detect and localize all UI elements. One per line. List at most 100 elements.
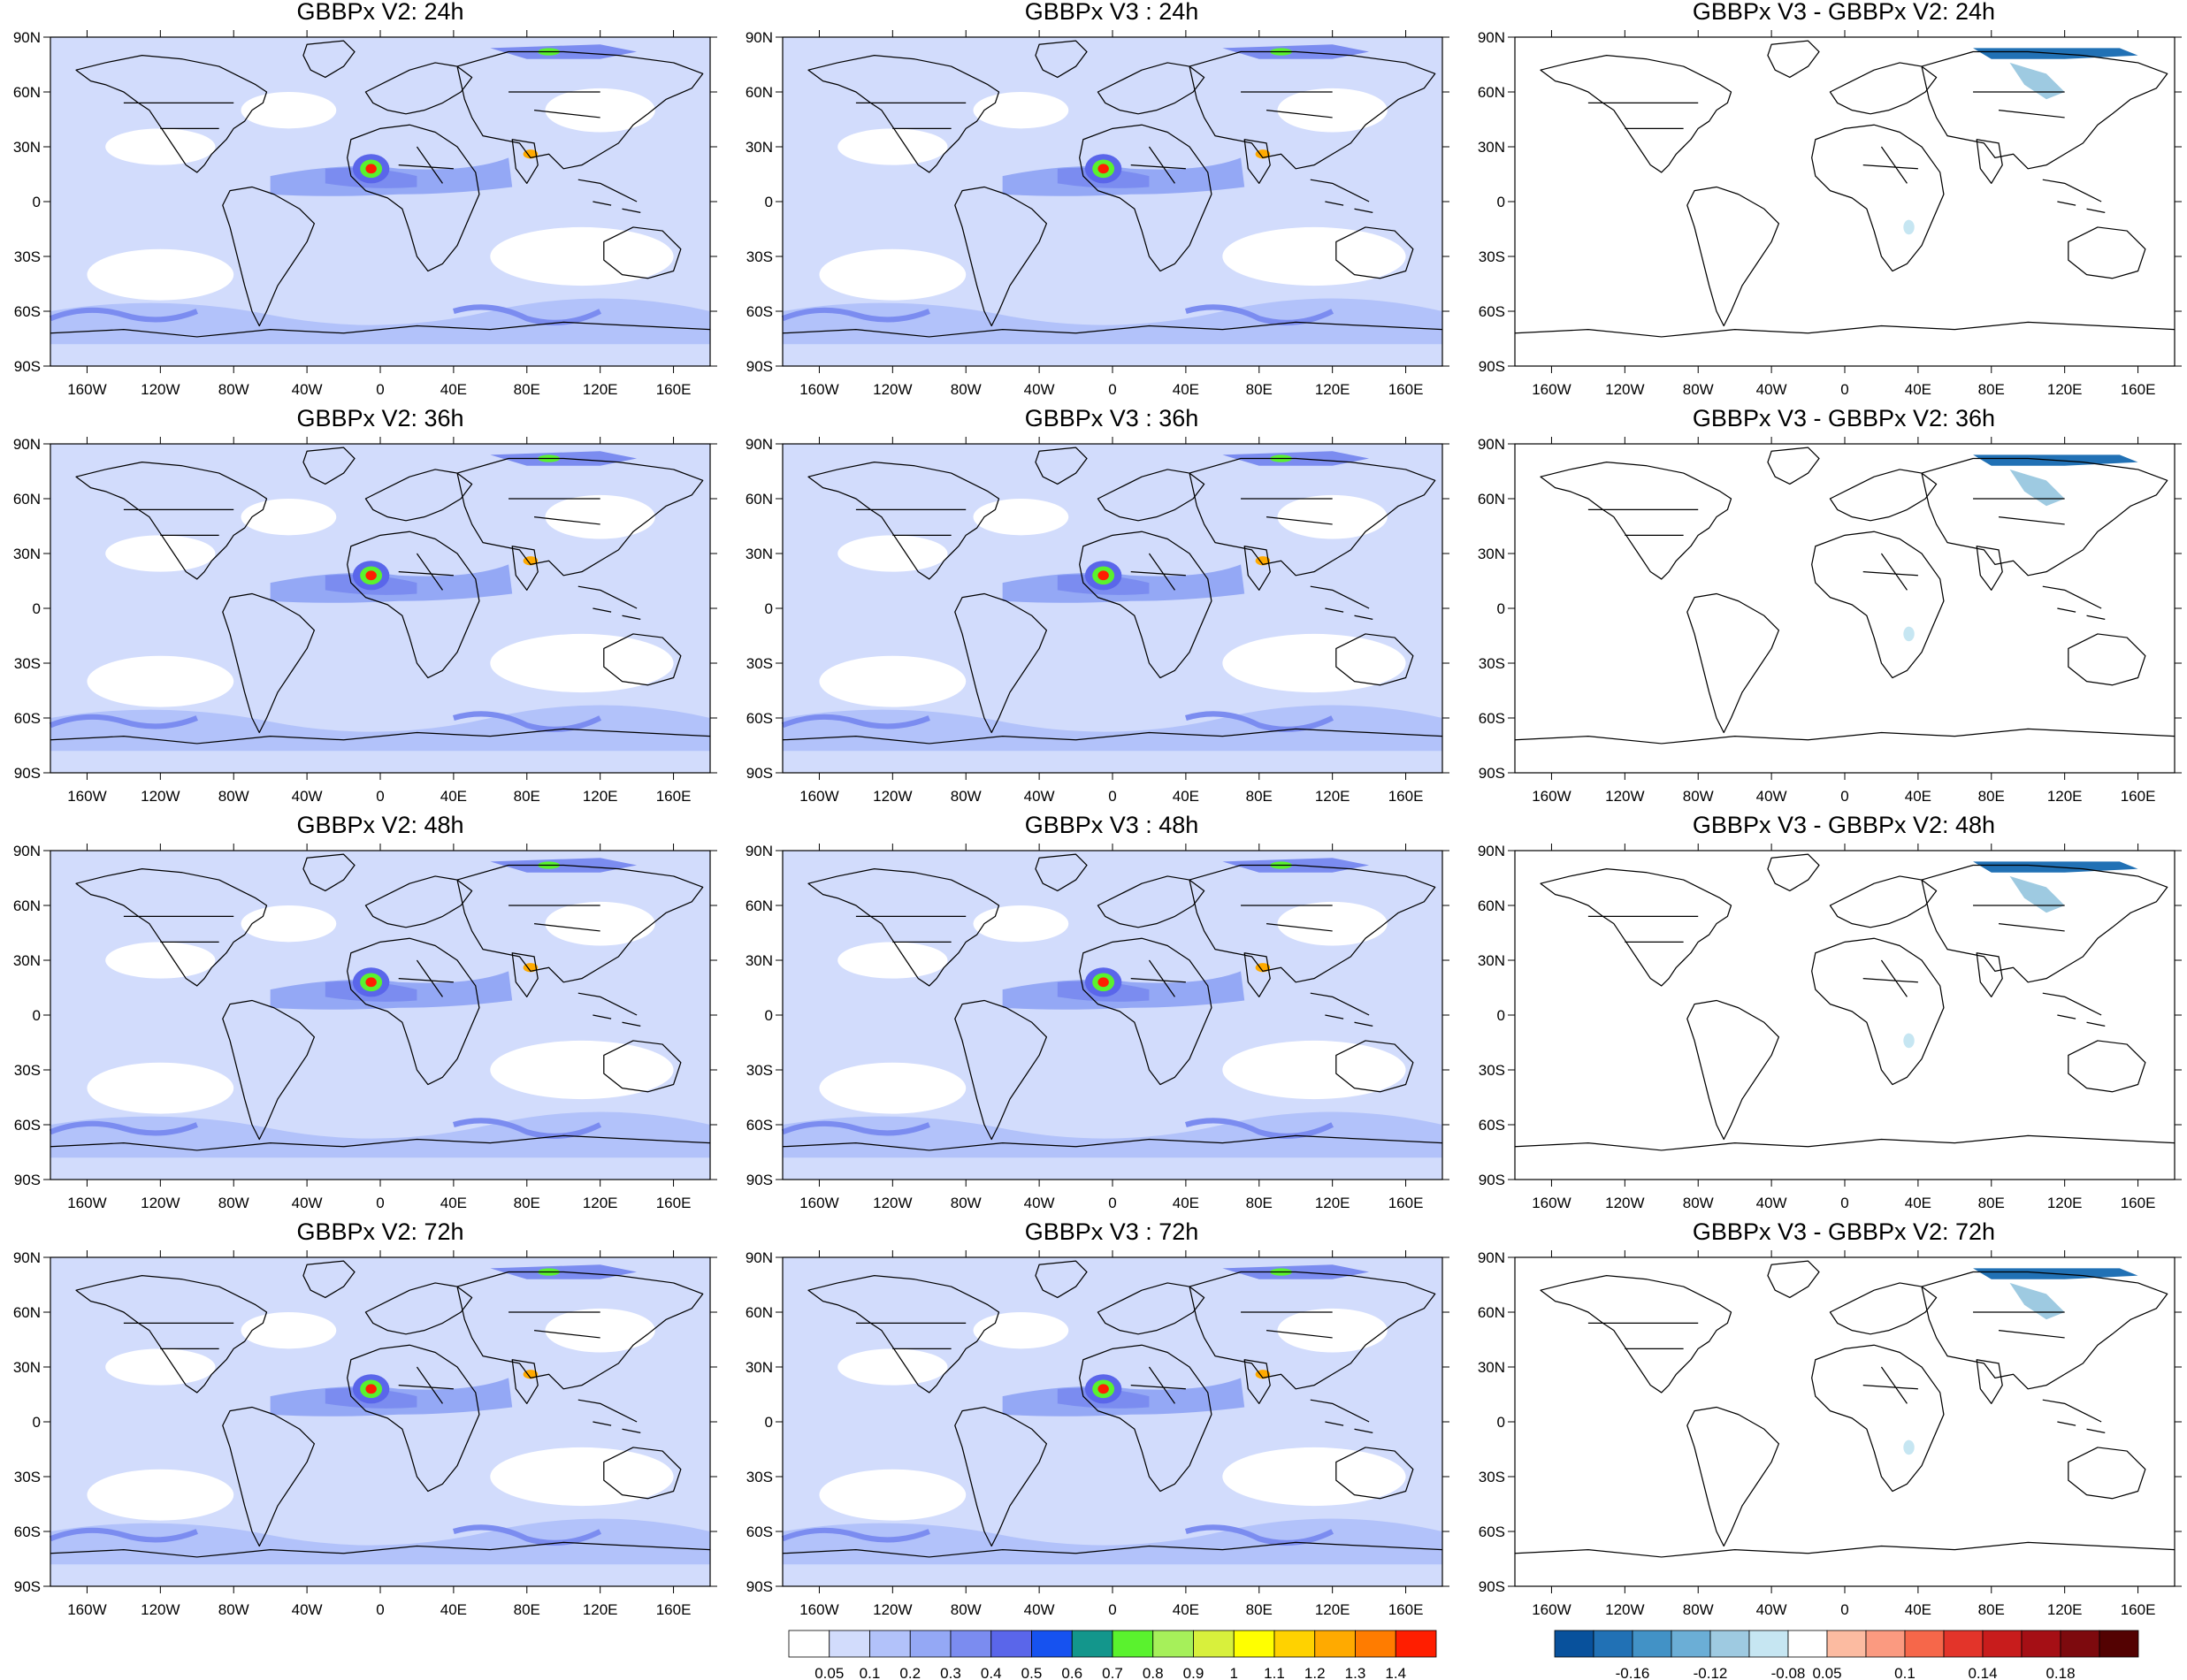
map-panel: 90N 60N 30N 0 30S 60S 90S 160W 120W 80W 40W 0 40E 80E… bbox=[13, 436, 717, 805]
lon-tick-label: 120E bbox=[1315, 1195, 1350, 1211]
map-panel: 90N 60N 30N 0 30S 60S 90S 160W 120W 80W 40W 0 40E 80E… bbox=[746, 29, 1449, 398]
panel-title: GBBPx V3 - GBBPx V2: 48h bbox=[1693, 812, 1995, 838]
lat-tick-label: 60S bbox=[14, 1523, 41, 1540]
lon-tick-label: 120W bbox=[1605, 788, 1644, 805]
lon-tick-label: 160E bbox=[656, 1195, 692, 1211]
lon-tick-label: 120E bbox=[1315, 381, 1350, 398]
lat-tick-label: 60N bbox=[13, 491, 41, 508]
lon-tick-label: 120E bbox=[583, 788, 618, 805]
lon-tick-label: 160E bbox=[1388, 1601, 1424, 1618]
colorbar-label: 0.9 bbox=[1183, 1665, 1204, 1680]
lat-tick-label: 90S bbox=[14, 1172, 41, 1188]
colorbar-swatch bbox=[1593, 1630, 1633, 1658]
lat-tick-label: 30S bbox=[1479, 1062, 1505, 1079]
map-field bbox=[50, 851, 710, 1180]
lon-tick-label: 120E bbox=[2047, 1601, 2083, 1618]
lat-tick-label: 0 bbox=[33, 1414, 41, 1431]
lon-tick-label: 80E bbox=[1978, 381, 2005, 398]
lon-tick-label: 120E bbox=[583, 1195, 618, 1211]
lat-tick-label: 30S bbox=[746, 1469, 773, 1485]
lat-tick-label: 90S bbox=[746, 765, 773, 782]
colorbar-label: -0.12 bbox=[1694, 1665, 1728, 1680]
colorbar-label: 0.05 bbox=[1812, 1665, 1841, 1680]
lat-tick-label: 90S bbox=[746, 1578, 773, 1595]
lat-tick-label: 60S bbox=[1479, 1117, 1505, 1134]
panel-title: GBBPx V3 - GBBPx V2: 36h bbox=[1693, 405, 1995, 431]
lon-tick-label: 160W bbox=[67, 1601, 106, 1618]
lon-tick-label: 40W bbox=[292, 381, 323, 398]
lon-tick-label: 40E bbox=[1905, 1195, 1931, 1211]
lat-tick-label: 90S bbox=[746, 1172, 773, 1188]
map-field bbox=[1514, 851, 2176, 1180]
lat-tick-label: 90S bbox=[14, 358, 41, 375]
lon-tick-label: 160E bbox=[1388, 381, 1424, 398]
colorbar-label: 1.1 bbox=[1264, 1665, 1285, 1680]
lon-tick-label: 120W bbox=[873, 1601, 912, 1618]
map-field bbox=[1514, 444, 2176, 773]
map-panel: 90N 60N 30N 0 30S 60S 90S 160W 120W 80W 40W 0 40E 80E… bbox=[13, 843, 717, 1211]
lon-tick-label: 160E bbox=[656, 788, 692, 805]
lat-tick-label: 60S bbox=[1479, 303, 1505, 320]
lon-tick-label: 80W bbox=[218, 381, 249, 398]
lon-tick-label: 80W bbox=[1683, 1195, 1714, 1211]
lat-tick-label: 30N bbox=[746, 546, 773, 562]
lon-tick-label: 40E bbox=[1173, 1601, 1199, 1618]
lat-tick-label: 30S bbox=[14, 248, 41, 265]
colorbar-label: 1.2 bbox=[1304, 1665, 1326, 1680]
colorbar-swatch bbox=[1632, 1630, 1672, 1658]
lat-tick-label: 30S bbox=[1479, 248, 1505, 265]
panel-title: GBBPx V3 : 24h bbox=[1025, 0, 1199, 25]
lon-tick-label: 40E bbox=[1905, 381, 1931, 398]
lon-tick-label: 80W bbox=[951, 788, 982, 805]
lon-tick-label: 160E bbox=[2121, 788, 2156, 805]
lon-tick-label: 80W bbox=[951, 381, 982, 398]
colorbar-swatch bbox=[1112, 1630, 1154, 1658]
lon-tick-label: 80W bbox=[951, 1195, 982, 1211]
colorbar-swatch bbox=[788, 1630, 830, 1658]
lon-tick-label: 0 bbox=[1108, 381, 1116, 398]
lat-tick-label: 60N bbox=[13, 897, 41, 914]
colorbar-label: 0.3 bbox=[940, 1665, 961, 1680]
lon-tick-label: 80E bbox=[514, 1601, 540, 1618]
lat-tick-label: 60N bbox=[13, 1304, 41, 1321]
panel-title: GBBPx V2: 24h bbox=[296, 0, 463, 25]
lat-tick-label: 60S bbox=[1479, 1523, 1505, 1540]
map-panel: 90N 60N 30N 0 30S 60S 90S 160W 120W 80W 40W 0 40E 80E… bbox=[746, 436, 1449, 805]
lat-tick-label: 60N bbox=[1478, 897, 1505, 914]
lat-tick-label: 90S bbox=[1479, 1578, 1505, 1595]
lat-tick-label: 90N bbox=[1478, 1249, 1505, 1266]
map-panels: 90N 60N 30N 0 30S 60S 90S 160W 120W 80W 40W 0 40E 80E… bbox=[13, 29, 2182, 1618]
lon-tick-label: 0 bbox=[1840, 1601, 1848, 1618]
lat-tick-label: 60N bbox=[746, 84, 773, 101]
panel-title: GBBPx V3 - GBBPx V2: 72h bbox=[1693, 1218, 1995, 1245]
lon-tick-label: 120E bbox=[2047, 381, 2083, 398]
lon-tick-label: 160W bbox=[1532, 1601, 1571, 1618]
lon-tick-label: 120E bbox=[1315, 1601, 1350, 1618]
lon-tick-label: 80E bbox=[1246, 1195, 1273, 1211]
lat-tick-label: 0 bbox=[765, 1414, 773, 1431]
colorbars: 0.05 0.1 0.2 0.3 0.4 0.5 0.6 0.7 0.8 0.9 1 1.1 1.2 1.… bbox=[788, 1630, 2139, 1680]
colorbar-swatch bbox=[1233, 1630, 1275, 1658]
map-field bbox=[50, 1257, 710, 1586]
lat-tick-label: 90N bbox=[13, 436, 41, 453]
colorbar-swatch bbox=[1152, 1630, 1194, 1658]
colorbar-swatch bbox=[909, 1630, 952, 1658]
lon-tick-label: 120W bbox=[873, 1195, 912, 1211]
panel-titles: GBBPx V2: 24h GBBPx V3 : 24h GBBPx V3 - … bbox=[296, 0, 1995, 1245]
lat-tick-label: 30S bbox=[746, 655, 773, 672]
colorbar-swatch bbox=[1193, 1630, 1235, 1658]
lat-tick-label: 60N bbox=[746, 897, 773, 914]
map-field bbox=[1514, 1257, 2176, 1586]
colorbar-label: 0.2 bbox=[899, 1665, 921, 1680]
lon-tick-label: 40W bbox=[1024, 1195, 1055, 1211]
lat-tick-label: 30N bbox=[13, 139, 41, 156]
lat-tick-label: 60N bbox=[13, 84, 41, 101]
lat-tick-label: 60S bbox=[14, 1117, 41, 1134]
panel-title: GBBPx V3 - GBBPx V2: 24h bbox=[1693, 0, 1995, 25]
lat-tick-label: 60N bbox=[1478, 1304, 1505, 1321]
lon-tick-label: 0 bbox=[376, 1601, 384, 1618]
lon-tick-label: 160W bbox=[67, 381, 106, 398]
lat-tick-label: 90N bbox=[1478, 436, 1505, 453]
lat-tick-label: 60S bbox=[746, 303, 773, 320]
